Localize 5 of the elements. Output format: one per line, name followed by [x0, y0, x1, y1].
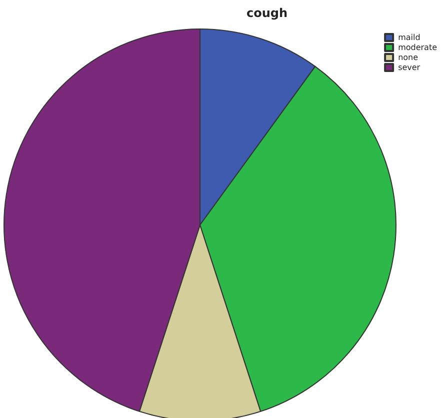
legend-label: maild	[398, 33, 420, 42]
legend-label: none	[398, 53, 418, 62]
legend-label: moderate	[398, 43, 438, 52]
legend-label: sever	[398, 63, 421, 72]
chart-title: cough	[246, 6, 288, 20]
